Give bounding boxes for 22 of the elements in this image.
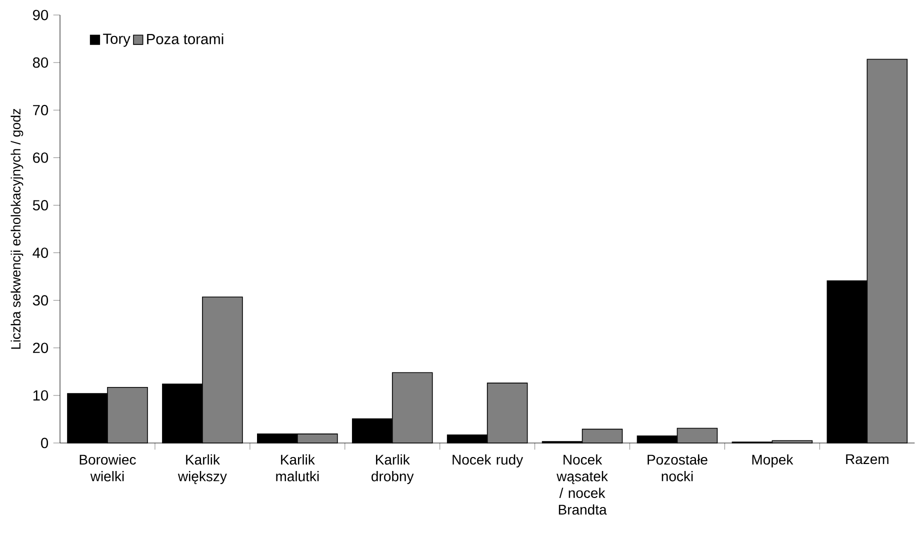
- y-tick-label: 70: [33, 104, 48, 116]
- y-tick-label: 40: [32, 248, 48, 258]
- y-tick-label: 80: [32, 57, 48, 68]
- x-tick-label: Nocek wąsatek / nocek Brandta: [556, 454, 608, 515]
- y-tick-label: 10: [33, 390, 48, 401]
- x-tick-label: Nocek rudy: [452, 454, 524, 468]
- y-tick-label: 90: [33, 10, 48, 20]
- x-tick-label: Karlik drobny: [372, 454, 414, 484]
- y-tick-label: 60: [33, 152, 48, 163]
- legend-label: Poza torami: [147, 33, 224, 44]
- y-tick-label: 30: [32, 295, 48, 306]
- x-tick-label: Borowiec wielki: [80, 454, 136, 482]
- x-tick-label: Mopek: [752, 454, 794, 468]
- y-axis-title: Liczba sekwencji echolokacyjnych / godz: [10, 108, 24, 349]
- x-tick-label: Pozostałe nocki: [648, 454, 708, 482]
- legend-label: Tory: [103, 34, 130, 47]
- x-tick-label: Razem: [846, 454, 888, 464]
- y-tick-label: 50: [32, 200, 48, 210]
- y-tick-label: 20: [33, 342, 48, 354]
- y-tick-label: 0: [41, 438, 48, 448]
- x-tick-label: Karlik malutki: [276, 454, 319, 482]
- x-tick-label: Karlik większy: [178, 454, 227, 484]
